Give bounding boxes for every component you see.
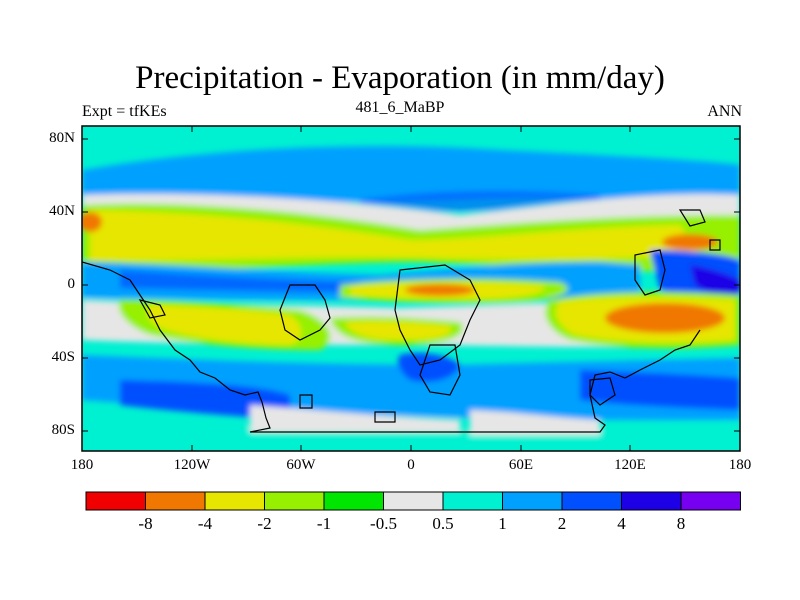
lat-label-0: 0 (67, 276, 76, 292)
colorbar-label: 8 (676, 514, 686, 533)
lat-label-40s: 40S (51, 349, 75, 365)
colorbar-swatch (502, 491, 563, 511)
colorbar-swatch (442, 491, 503, 511)
colorbar-swatch (204, 491, 265, 511)
colorbar (85, 491, 741, 511)
lon-label-120e: 120E (614, 457, 646, 473)
colorbar-label: 0.5 (432, 514, 454, 533)
colorbar-swatch (145, 491, 206, 511)
lat-label-80n: 80N (49, 130, 75, 146)
experiment-id-label: 481_6_MaBP (355, 99, 445, 116)
colorbar-label: -4 (197, 514, 213, 533)
lon-tick-marks (81, 126, 741, 451)
precip-evap-field (82, 126, 740, 451)
colorbar-label: -0.5 (370, 514, 397, 533)
lat-label-40n: 40N (49, 203, 75, 219)
colorbar-swatch (383, 491, 444, 511)
map-title: Precipitation - Evaporation (in mm/day) (135, 60, 665, 96)
colorbar-swatch (85, 491, 146, 511)
colorbar-label: 2 (557, 514, 567, 533)
colorbar-swatch (561, 491, 622, 511)
season-label: ANN (707, 103, 742, 120)
lat-tick-marks (82, 138, 740, 432)
lon-label-0: 0 (407, 457, 415, 473)
colorbar-label: 4 (617, 514, 626, 533)
lon-label-60w: 60W (286, 457, 316, 473)
colorbar-label: -2 (257, 514, 272, 533)
colorbar-swatch (680, 491, 741, 511)
lon-label-120w: 120W (173, 457, 211, 473)
colorbar-label: 1 (498, 514, 507, 533)
lat-label-80s: 80S (51, 422, 75, 438)
colorbar-swatch (264, 491, 325, 511)
colorbar-swatch (323, 491, 384, 511)
colorbar-label: -8 (138, 514, 153, 533)
lon-label-60e: 60E (508, 457, 534, 473)
colorbar-swatch (621, 491, 682, 511)
lon-label-180e: 180 (728, 457, 752, 473)
colorbar-label: -1 (316, 514, 332, 533)
coastline-outlines (82, 209, 721, 433)
lon-label-180w: 180 (70, 457, 94, 473)
experiment-label: Expt = tfKEs (82, 103, 167, 120)
